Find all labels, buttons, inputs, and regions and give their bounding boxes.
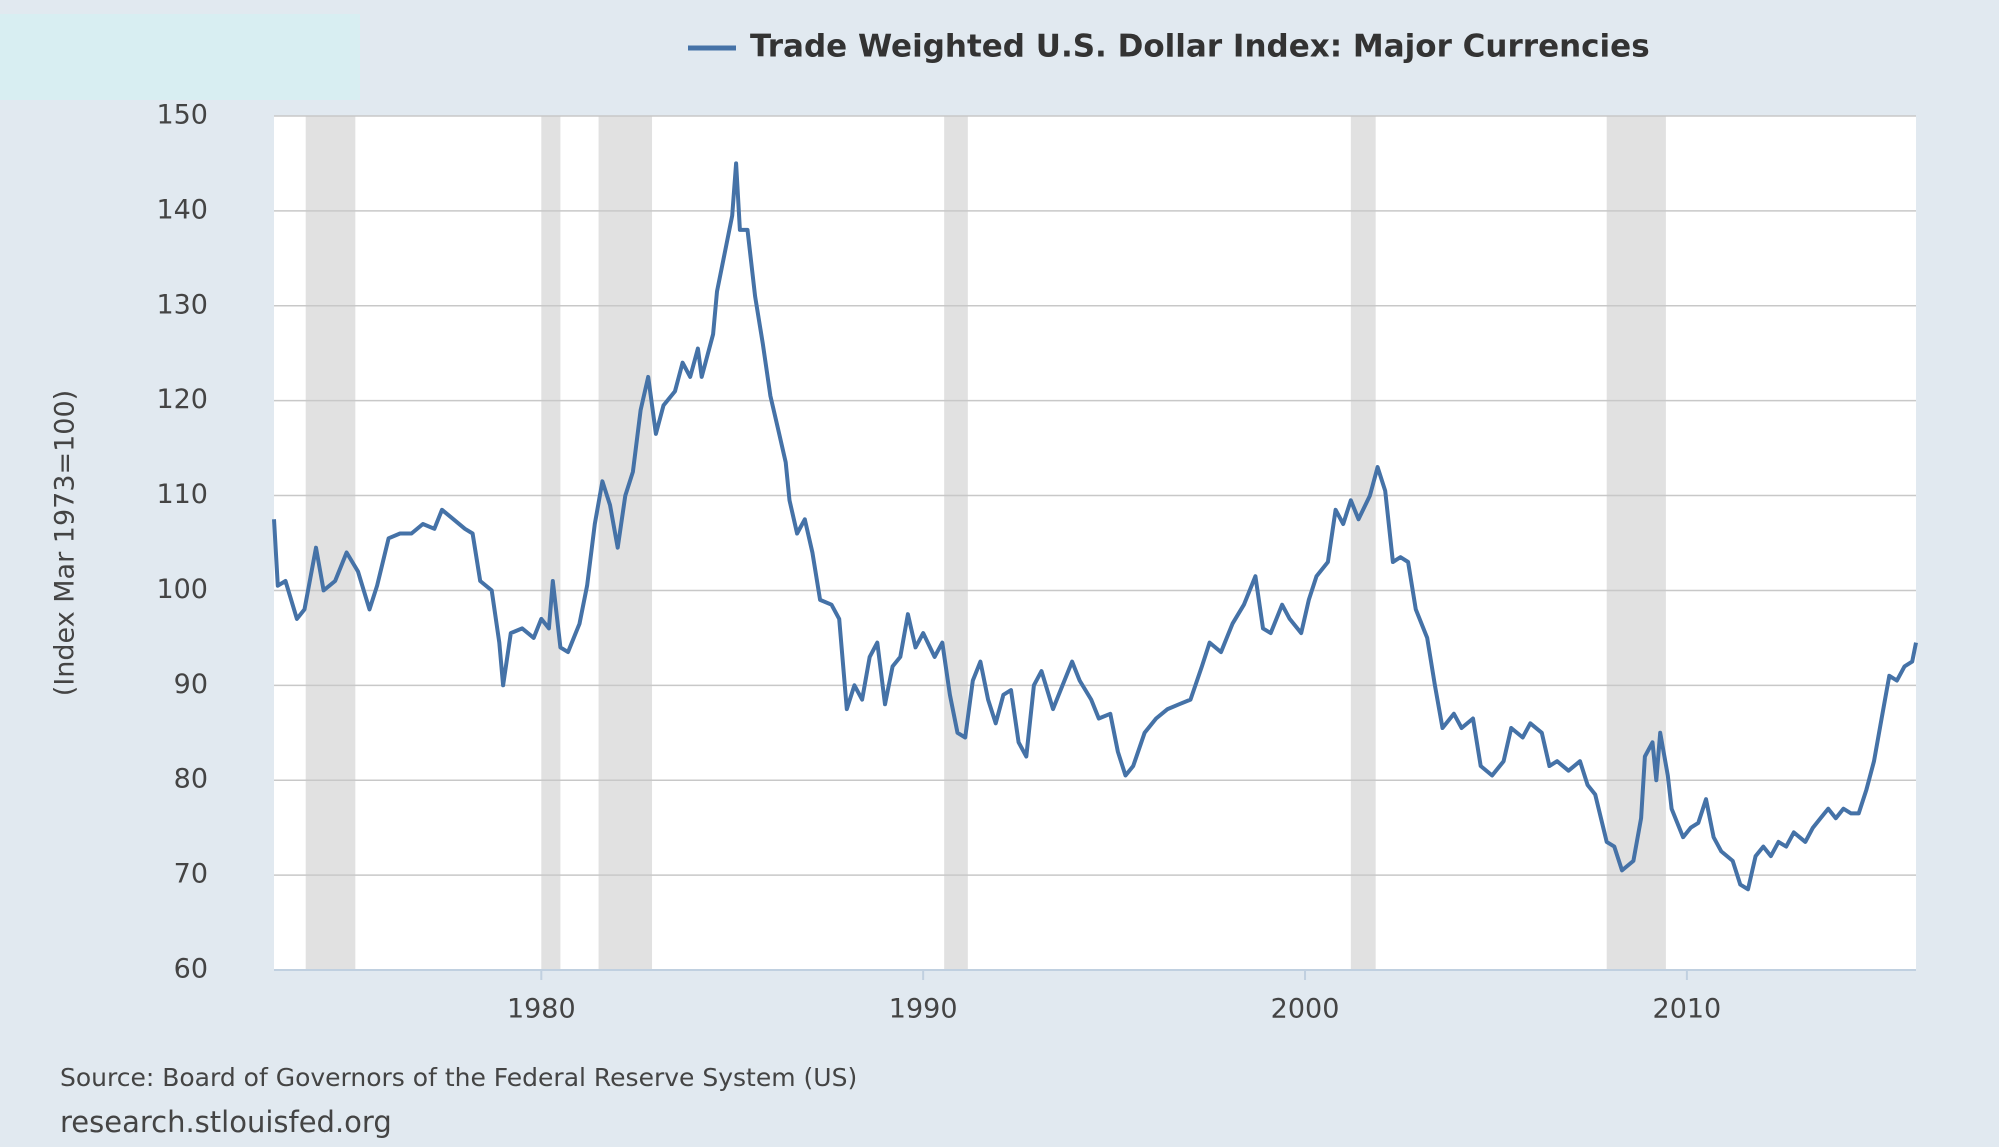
y-tick-label: 140 xyxy=(156,194,208,225)
x-tick-label: 2000 xyxy=(1271,994,1340,1025)
y-tick-label: 100 xyxy=(156,574,208,605)
y-tick-label: 60 xyxy=(174,954,208,985)
y-tick-label: 110 xyxy=(156,479,208,510)
y-tick-label: 70 xyxy=(174,859,208,890)
y-tick-label: 120 xyxy=(156,384,208,415)
recession-band xyxy=(305,116,356,970)
y-tick-label: 90 xyxy=(174,669,208,700)
y-tick-label: 80 xyxy=(174,764,208,795)
y-tick-label: 150 xyxy=(156,100,208,131)
recession-band xyxy=(944,116,968,970)
y-tick-label: 130 xyxy=(156,289,208,320)
legend-label: Trade Weighted U.S. Dollar Index: Major … xyxy=(750,29,1650,65)
plot-area xyxy=(274,116,1916,970)
x-tick-label: 2010 xyxy=(1653,994,1722,1025)
url: research.stlouisfed.org xyxy=(60,1105,392,1139)
recession-band xyxy=(1606,116,1666,970)
y-axis-label: (Index Mar 1973=100) xyxy=(50,390,81,696)
overlay-patch xyxy=(0,14,360,100)
series-line xyxy=(272,161,1918,892)
recession-band xyxy=(541,116,561,970)
x-tick-label: 1980 xyxy=(507,994,576,1025)
x-tick-label: 1990 xyxy=(889,994,958,1025)
recession-band xyxy=(598,116,653,970)
source: Source: Board of Governors of the Federa… xyxy=(60,1063,857,1092)
recession-band xyxy=(1350,116,1376,970)
